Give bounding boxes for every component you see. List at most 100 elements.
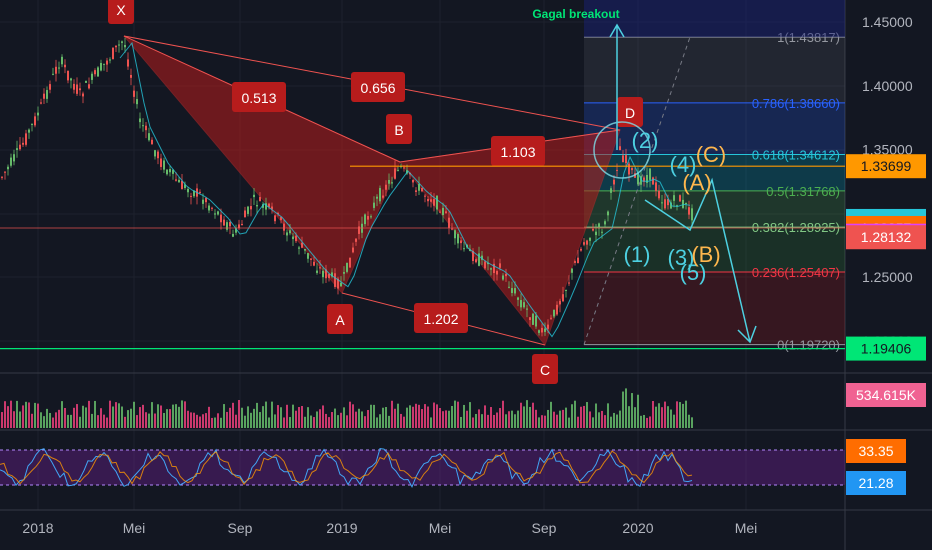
- volume-bar: [478, 409, 480, 428]
- volume-bar: [187, 410, 189, 428]
- volume-bar: [103, 414, 105, 428]
- fib-band: [584, 37, 845, 103]
- candle-body: [397, 169, 399, 171]
- price-axis[interactable]: 1.450001.400001.350001.300001.250001.200…: [846, 14, 926, 495]
- candle-body: [235, 228, 237, 233]
- harmonic-pattern[interactable]: X A B C D 0.513 0.656 1.103 1.202: [108, 0, 643, 384]
- volume-bar: [472, 417, 474, 428]
- time-tick: Mei: [735, 520, 758, 536]
- candle-body: [433, 199, 435, 206]
- candle-body: [13, 154, 15, 162]
- candle-body: [154, 150, 156, 157]
- candle-body: [172, 169, 174, 174]
- wave-label-primary: (5): [680, 260, 707, 285]
- volume-bar: [655, 406, 657, 428]
- candle-body: [214, 213, 216, 215]
- volume-bar: [172, 404, 174, 428]
- fib-band: [584, 154, 845, 191]
- volume-bar: [526, 400, 528, 428]
- candle-body: [463, 248, 465, 250]
- volume-bar: [304, 416, 306, 428]
- volume-bar: [7, 406, 9, 428]
- volume-bar: [124, 416, 126, 428]
- volume-bar: [61, 401, 63, 428]
- volume-bar: [367, 410, 369, 428]
- volume-bar: [517, 410, 519, 428]
- volume-pane: [1, 388, 693, 428]
- candle-body: [415, 190, 417, 192]
- candle-body: [352, 247, 354, 253]
- candle-body: [166, 169, 168, 175]
- candle-body: [295, 235, 297, 242]
- candle-body: [208, 205, 210, 211]
- fibonacci-retracement[interactable]: 1(1.43817) 0.786(1.38660) 0.618(1.34612) 0.…: [583, 0, 845, 353]
- candle-body: [640, 176, 642, 185]
- volume-bar: [454, 400, 456, 428]
- pattern-point-label-box: [386, 114, 412, 144]
- candle-body: [346, 262, 348, 272]
- volume-bar: [673, 414, 675, 428]
- candle-body: [445, 211, 447, 213]
- candle-body: [280, 217, 282, 221]
- candle-body: [178, 179, 180, 183]
- candle-body: [58, 67, 60, 69]
- volume-bar: [598, 412, 600, 428]
- volume-bar: [559, 410, 561, 428]
- volume-bar: [319, 409, 321, 428]
- candle-body: [661, 202, 663, 204]
- time-axis[interactable]: 2018 Mei Sep 2019 Mei Sep 2020 Mei: [22, 520, 757, 536]
- wave-label-correction: (A): [682, 170, 711, 195]
- candle-body: [373, 202, 375, 208]
- candle-body: [253, 194, 255, 198]
- ratio-label-box: [491, 136, 545, 166]
- volume-bar: [316, 411, 318, 428]
- candle-body: [34, 116, 36, 126]
- volume-bar: [145, 412, 147, 428]
- candle-body: [469, 249, 471, 252]
- volume-bar: [508, 411, 510, 428]
- ratio-label: 0.513: [241, 90, 276, 106]
- candle-body: [289, 230, 291, 234]
- volume-bar: [679, 402, 681, 428]
- annotations[interactable]: Gagal breakout (1) (2) (3) (4) (5) (A) (B) (C): [0, 7, 845, 350]
- volume-badge: [846, 383, 926, 407]
- candle-body: [16, 148, 18, 150]
- candle-body: [310, 258, 312, 260]
- candle-body: [136, 99, 138, 105]
- candle-body: [232, 233, 234, 237]
- candle-body: [448, 217, 450, 228]
- volume-bar: [409, 405, 411, 428]
- volume-bar: [361, 411, 363, 428]
- candle-body: [487, 262, 489, 265]
- candle-body: [238, 224, 240, 229]
- volume-bar: [394, 408, 396, 428]
- stoch-k-line: [0, 448, 693, 488]
- volume-bar: [397, 403, 399, 428]
- price-badge: [846, 225, 926, 250]
- volume-bar: [358, 408, 360, 428]
- candle-body: [43, 93, 45, 99]
- volume-bar: [190, 412, 192, 428]
- stoch-band: [0, 450, 845, 485]
- candle-body: [226, 222, 228, 230]
- ratio-label: 0.656: [360, 80, 395, 96]
- fib-level-label: 0.5(1.31768): [766, 184, 840, 199]
- candle-body: [1, 176, 3, 178]
- candle-body: [145, 125, 147, 131]
- volume-bar: [181, 400, 183, 428]
- volume-bar: [112, 406, 114, 428]
- candle-body: [67, 70, 69, 81]
- volume-bar: [298, 407, 300, 428]
- fib-trend-line: [583, 36, 691, 345]
- volume-bar: [406, 407, 408, 428]
- candle-body: [139, 118, 141, 123]
- candle-body: [550, 317, 552, 319]
- candle-body: [130, 74, 132, 78]
- candle-body: [511, 288, 513, 293]
- fib-level-label: 0(1.19720): [777, 338, 840, 353]
- candle-body: [598, 223, 600, 229]
- price-badge-text: 1.28132: [861, 229, 912, 245]
- volume-bar: [376, 417, 378, 428]
- candle-body: [457, 234, 459, 244]
